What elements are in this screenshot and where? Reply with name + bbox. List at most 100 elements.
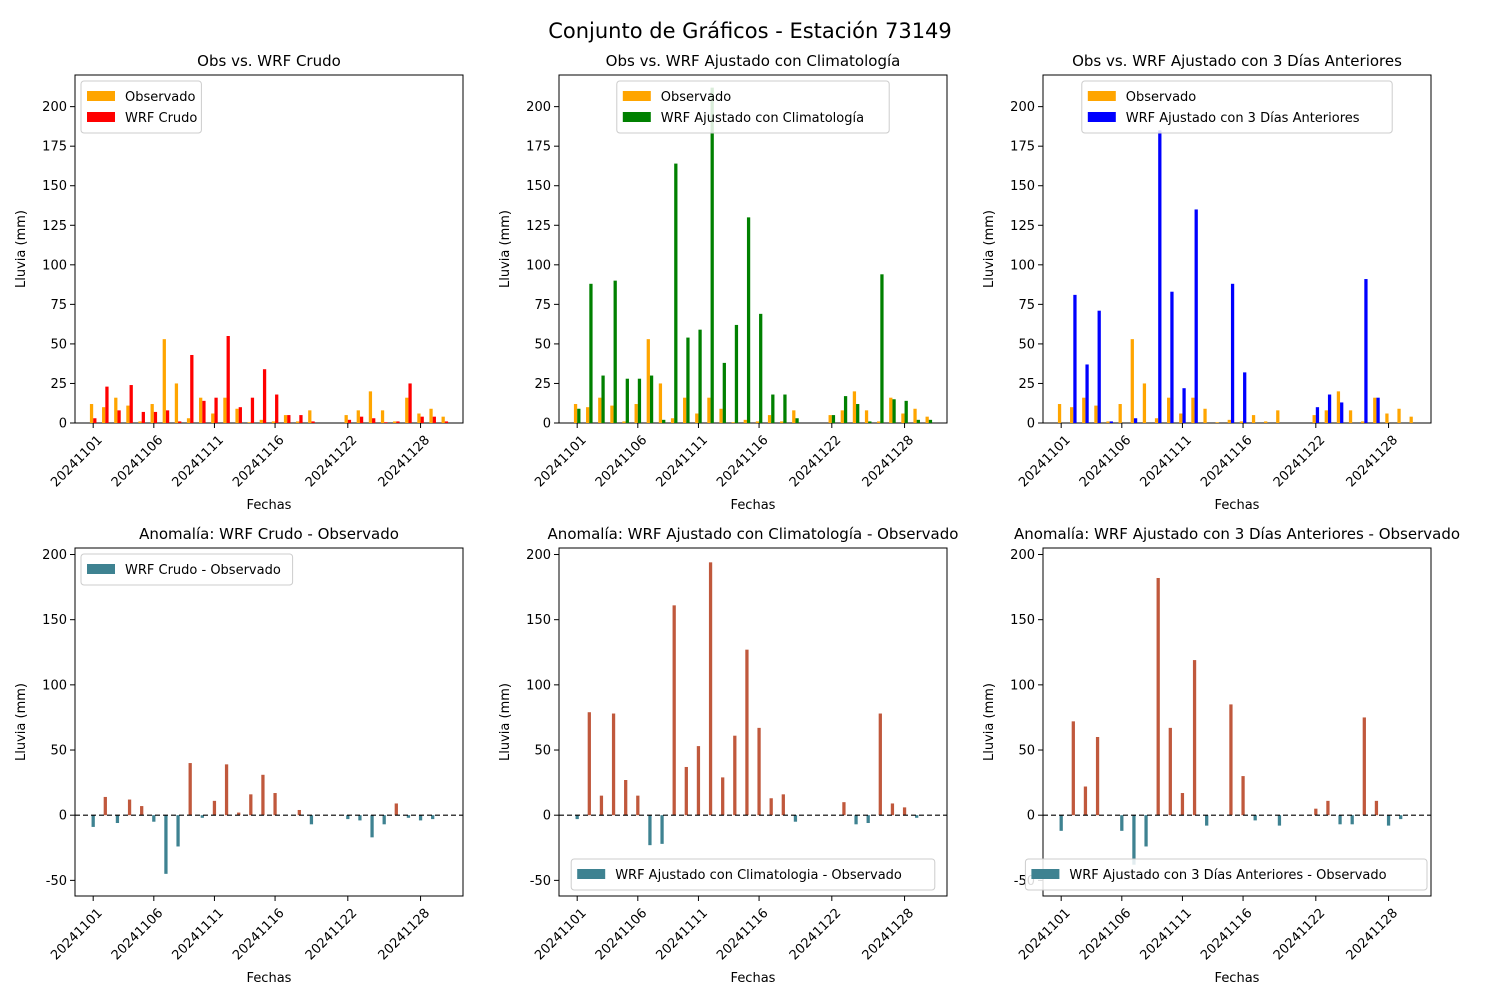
- bar-anomaly_negative-20241101: [91, 815, 95, 827]
- bar-anomaly_negative-20241117: [769, 798, 773, 816]
- y-tick-label: 100: [42, 258, 67, 273]
- legend-frame: [1024, 858, 1428, 891]
- bar-wrf_clim-20241103: [601, 375, 605, 423]
- y-tick-label: 50: [1018, 744, 1035, 759]
- bar-observado-20241108: [658, 383, 663, 423]
- bar-wrf_3d-20241115: [1230, 283, 1235, 423]
- bar-observado-20241128: [901, 413, 905, 423]
- x-tick-label: 20241106: [1077, 906, 1134, 963]
- bar-anomaly_negative-20241119: [793, 815, 798, 822]
- bar-anomaly_negative-20241126: [1362, 717, 1366, 816]
- bar-wrf_clim-20241106: [637, 378, 642, 423]
- bar-observado-20241105: [138, 421, 142, 423]
- bar-observado-20241104: [1094, 405, 1098, 423]
- bar-anomaly_negative-20241109: [188, 763, 192, 816]
- bar-wrf_crudo-20241105: [141, 411, 145, 423]
- bar-wrf_3d-20241116: [1243, 372, 1247, 423]
- bar-anomaly_negative-20241110: [1168, 727, 1172, 816]
- legend-frame: [616, 80, 890, 134]
- x-tick-label: 20241116: [714, 433, 771, 490]
- y-tick-label: 175: [1010, 140, 1035, 155]
- bar-wrf_crudo-20241117: [287, 415, 291, 423]
- bar-anomaly_negative-20241112: [1192, 660, 1197, 816]
- bar-wrf_crudo-20241115: [262, 369, 267, 423]
- legend-swatch: [622, 112, 651, 122]
- bar-observado-20241111: [695, 413, 699, 423]
- bar-anomaly_negative-20241105: [624, 780, 628, 816]
- y-tick-label: 150: [42, 613, 67, 628]
- bar-anomaly_negative-20241127: [1374, 800, 1379, 816]
- bar-observado-20241109: [670, 418, 675, 423]
- bar-observado-20241102: [102, 407, 106, 423]
- bar-observado-20241130: [441, 416, 445, 423]
- legend-swatch: [1087, 91, 1116, 101]
- bar-wrf_3d-20241109: [1158, 130, 1162, 424]
- bar-wrf_3d-20241112: [1194, 209, 1198, 423]
- bar-anomaly_negative-20241125: [382, 815, 386, 825]
- bar-wrf_3d-20241110: [1170, 291, 1174, 423]
- bar-observado-20241115: [1227, 419, 1231, 423]
- bar-wrf_clim-20241128: [904, 400, 908, 423]
- chart-title: Anomalía: WRF Ajustado con 3 Días Anteri…: [1014, 525, 1460, 543]
- bar-observado-20241127: [1373, 397, 1377, 423]
- bar-observado-20241111: [211, 413, 215, 423]
- x-axis-label: Fechas: [247, 971, 292, 986]
- bars-group: [1059, 577, 1403, 865]
- bar-anomaly_negative-20241122: [346, 815, 350, 820]
- bar-wrf_3d-20241126: [1364, 279, 1368, 423]
- bar-wrf_crudo-20241127: [408, 383, 412, 423]
- bar-anomaly_negative-20241116: [273, 793, 277, 816]
- bar-wrf_3d-20241123: [1327, 394, 1332, 423]
- bar-anomaly_negative-20241123: [842, 802, 846, 816]
- bar-observado-20241102: [586, 407, 590, 423]
- chart-title: Obs vs. WRF Ajustado con Climatología: [606, 52, 901, 70]
- y-tick-label: 125: [42, 219, 67, 234]
- bars-group: [575, 562, 919, 846]
- bar-anomaly_negative-20241115: [261, 774, 265, 816]
- bar-anomaly_negative-20241116: [1241, 776, 1245, 816]
- bar-anomaly_negative-20241129: [431, 815, 435, 820]
- chart-title: Anomalía: WRF Crudo - Observado: [139, 525, 399, 543]
- bar-anomaly_negative-20241110: [200, 815, 204, 818]
- x-tick-label: 20241111: [170, 433, 227, 490]
- bar-observado-20241116: [271, 421, 276, 423]
- chart-title: Anomalía: WRF Ajustado con Climatología …: [548, 525, 959, 543]
- plot-area: [558, 547, 948, 897]
- bar-observado-20241125: [380, 410, 385, 423]
- bar-anomaly_negative-20241102: [1071, 721, 1075, 816]
- bar-anomaly_negative-20241116: [757, 727, 761, 816]
- bar-wrf_crudo-20241118: [299, 415, 303, 423]
- x-tick-label: 20241116: [714, 906, 771, 963]
- bar-anomaly_negative-20241104: [1095, 736, 1100, 816]
- bar-observado-20241116: [1239, 421, 1244, 423]
- bar-observado-20241124: [852, 391, 857, 423]
- bar-observado-20241110: [1167, 397, 1171, 423]
- legend: WRF Ajustado con Climatologia - Observad…: [570, 858, 936, 891]
- y-tick-label: 0: [59, 809, 67, 824]
- bar-observado-20241117: [767, 415, 772, 423]
- legend: WRF Ajustado con 3 Días Anteriores - Obs…: [1024, 858, 1428, 891]
- bar-anomaly_negative-20241109: [672, 605, 676, 816]
- bar-observado-20241107: [1130, 339, 1134, 423]
- bar-anomaly_negative-20241129: [915, 815, 919, 818]
- bar-wrf_crudo-20241119: [311, 421, 315, 423]
- y-tick-label: 75: [50, 298, 67, 313]
- bar-wrf_crudo-20241110: [202, 400, 206, 423]
- y-tick-label: 150: [526, 179, 551, 194]
- bar-anomaly_negative-20241126: [394, 803, 398, 816]
- x-tick-label: 20241122: [303, 906, 360, 963]
- x-tick-label: 20241116: [230, 906, 287, 963]
- bar-anomaly_negative-20241124: [854, 815, 858, 825]
- bar-observado-20241129: [913, 408, 917, 423]
- bar-wrf_crudo-20241109: [190, 354, 194, 423]
- bar-wrf_clim-20241118: [783, 394, 787, 423]
- y-tick-label: 75: [534, 298, 551, 313]
- bar-anomaly_negative-20241124: [370, 815, 374, 838]
- bar-wrf_crudo-20241114: [250, 397, 255, 423]
- x-tick-label: 20241111: [654, 906, 711, 963]
- y-tick-label: 175: [42, 140, 67, 155]
- bar-observado-20241122: [344, 415, 348, 423]
- y-tick-label: 200: [42, 100, 67, 115]
- bar-wrf_3d-20241122: [1315, 407, 1320, 423]
